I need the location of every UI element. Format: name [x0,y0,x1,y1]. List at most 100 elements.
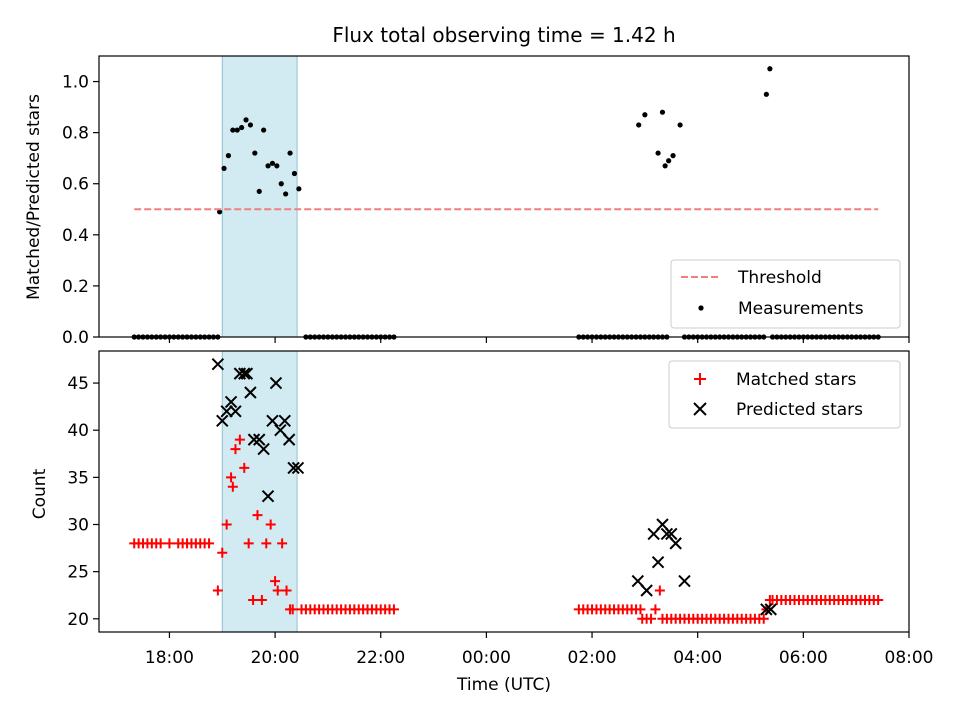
predicted-star-point [257,442,270,456]
measurement-point [225,153,232,159]
chart-title: Flux total observing time = 1.42 h [332,23,675,47]
predicted-star-point [238,367,251,380]
matched-star-point [261,538,272,549]
x-tick-label: 06:00 [779,648,828,668]
measurement-point [283,191,289,197]
legend-threshold-label: Threshold [737,268,822,288]
matched-star-point [217,547,228,558]
y-tick-label: 30 [67,516,89,536]
matched-star-point [281,585,292,596]
measurement-point [636,122,642,128]
measurement-point [247,122,254,128]
matched-star-point [155,538,166,549]
matched-star-point [287,604,298,615]
top-legend: Threshold Measurements [670,259,901,329]
predicted-star-point [764,603,777,616]
measurement-point [291,170,298,177]
top-y-axis-label: Matched/Predicted stars [24,94,44,300]
predicted-star-point [291,461,305,475]
predicted-star-point [678,574,691,588]
matched-star-point [234,434,245,445]
bottom-y-axis: 20 25 30 35 40 45 [67,374,99,630]
bottom-legend-box [668,360,901,429]
x-tick-label: 04:00 [673,648,722,668]
measurement-point [670,153,676,159]
legend-predicted-label: Predicted stars [736,400,863,420]
y-tick-label: 25 [67,563,89,583]
measurement-point [662,163,668,169]
matched-star-point [277,538,288,549]
predicted-star-point [244,386,257,399]
predicted-star-point [640,584,653,597]
x-tick-label: 00:00 [462,648,511,668]
measurement-point [666,158,672,164]
top-panel: 0.0 0.2 0.4 0.6 0.8 1.0 Matched/Predicted sta… [24,55,910,348]
bottom-plot-frame [98,350,910,633]
legend-matched-label: Matched stars [736,370,856,390]
y-tick-label: 35 [67,468,89,488]
top-x-tick-marks [168,337,910,343]
predicted-star-point [240,367,254,380]
predicted-star-point [253,433,266,446]
legend-measurements-label: Measurements [738,299,864,319]
observing-window-top [221,55,298,338]
measurement-point [269,160,276,166]
x-tick-label: 18:00 [145,648,194,668]
y-tick-label: 0.2 [62,277,89,297]
x-tick-label: 22:00 [356,648,405,668]
predicted-star-point [266,414,279,427]
y-tick-label: 20 [67,610,89,630]
matched-star-point [646,613,657,624]
measurement-point [677,122,683,128]
matched-star-point [226,472,237,483]
predicted-star-point [220,405,233,418]
matched-star-point [164,538,175,549]
matched-star-point [650,604,661,615]
predicted-star-point [224,395,238,409]
y-tick-label: 0.6 [62,175,89,195]
matched-star-point [252,510,263,521]
measurement-point [767,66,773,72]
top-y-axis: 0.0 0.2 0.4 0.6 0.8 1.0 [62,73,99,348]
matched-star-point [256,594,267,605]
matched-star-point [635,604,646,615]
measurement-point [256,188,262,194]
y-tick-label: 1.0 [62,73,89,93]
measurements-legend-swatch [698,305,704,311]
y-tick-label: 40 [67,421,89,441]
predicted-star-point [247,433,261,446]
measurement-point [274,163,280,169]
matched-star-point [265,519,276,530]
measurement-point [265,163,271,169]
matched-star-point [873,594,884,605]
x-tick-label: 08:00 [885,648,934,668]
x-tick-label: 20:00 [251,648,300,668]
measurement-point [296,186,302,192]
top-legend-box [670,259,901,329]
measurement-point [642,112,648,118]
measurement-point [239,124,245,131]
measurement-point [287,150,293,156]
measurement-point [243,117,249,123]
predicted-star-point [760,603,773,616]
predicted-star-point [665,527,678,541]
predicted-star-point [282,433,296,446]
measurement-point [278,181,284,187]
y-tick-label: 0.8 [62,124,89,144]
matched-star-point [239,462,250,473]
matched-star-point [212,585,223,596]
predicted-star-point [669,537,682,550]
measurement-point [763,91,769,97]
measurement-point [252,150,258,156]
matched-star-point [272,585,283,596]
predicted-star-point [211,357,225,371]
matched-legend-swatch [694,373,706,385]
matched-star-point [221,519,232,530]
count-points [129,357,884,624]
measurement-point [655,150,661,156]
matched-star-point [243,538,254,549]
measurement-point [261,127,267,133]
bottom-legend: Matched stars Predicted stars [668,360,901,429]
predicted-star-point [278,414,291,427]
